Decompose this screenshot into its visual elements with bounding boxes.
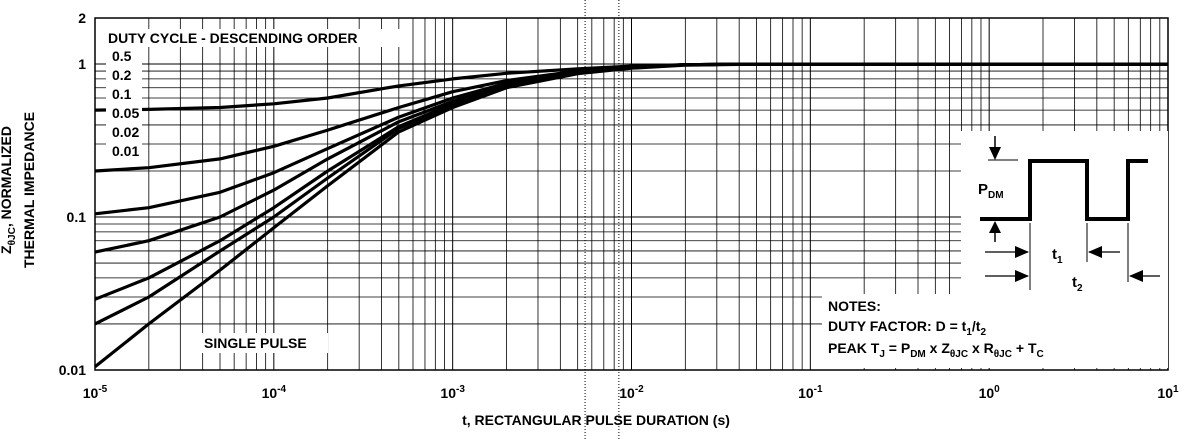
pdm-arrowhead-bottom (989, 221, 1001, 233)
t1-label: t1 (1052, 246, 1063, 266)
tick-labels: 10-5 10-4 10-3 10-2 10-1 100 101 0.01 0.1 1 2 (59, 10, 1179, 401)
notes-title: NOTES: (828, 298, 881, 314)
legend-entry: 0.1 (112, 86, 132, 102)
x-tick-label: 10-1 (798, 384, 823, 401)
pdm-arrowhead-top (989, 147, 1001, 160)
series-lines (94, 62, 1168, 369)
y-axis-label: ZθJC, NORMALIZED THERMAL IMPEDANCE (0, 112, 38, 268)
y-axis-label-line1: ZθJC, NORMALIZED (0, 112, 21, 268)
t1-arrowhead-left (1015, 246, 1029, 258)
dotted-guide-lines (584, 0, 620, 439)
x-tick-label: 10-4 (262, 384, 287, 401)
x-axis-label: t, RECTANGULAR PULSE DURATION (s) (462, 412, 730, 428)
pulse-waveform-inset: PDM t1 t2 (978, 136, 1160, 294)
legend-entry: 0.5 (112, 48, 132, 64)
notes-bg (822, 294, 1168, 368)
notes-peak-tj: PEAK TJ = PDM x ZθJC x RθJC + TC (828, 340, 1044, 360)
x-tick-label: 10-2 (619, 384, 644, 401)
legend-entry: 0.2 (112, 67, 132, 83)
notes-block: NOTES: DUTY FACTOR: D = t1/t2 PEAK TJ = … (828, 298, 1044, 360)
y-axis-label-line2: THERMAL IMPEDANCE (20, 111, 37, 269)
legend-title-bg (103, 29, 408, 47)
y-tick-label: 2 (78, 10, 86, 26)
t2-arrowhead-right (1129, 270, 1143, 282)
legend-entries-bg (106, 48, 142, 162)
y-tick-label: 1 (78, 56, 86, 72)
single-pulse-label: SINGLE PULSE (204, 335, 307, 351)
legend-entry: 0.05 (112, 105, 139, 121)
x-tick-label: 100 (979, 384, 1001, 401)
t2-label: t2 (1072, 274, 1083, 294)
notes-duty-factor: DUTY FACTOR: D = t1/t2 (828, 318, 986, 338)
x-tick-label: 10-3 (440, 384, 465, 401)
y-axis-label-rest: , NORMALIZED (0, 126, 15, 227)
y-axis-label-sub: θJC (6, 227, 18, 246)
legend-entries: 0.5 0.2 0.1 0.05 0.02 0.01 (106, 48, 142, 162)
legend-entry: 0.02 (112, 124, 139, 140)
y-tick-label: 0.1 (67, 209, 87, 225)
pdm-label: PDM (978, 181, 1004, 201)
legend-entry: 0.01 (112, 143, 139, 159)
pulse-waveform (980, 159, 1148, 221)
t2-arrowhead-left (1015, 270, 1029, 282)
t1-arrowhead-right (1088, 246, 1102, 258)
x-tick-label: 101 (1157, 384, 1179, 401)
y-tick-label: 0.01 (59, 362, 86, 378)
legend-title: DUTY CYCLE - DESCENDING ORDER (108, 30, 357, 46)
series-line-6 (94, 62, 1168, 369)
inset-bg (961, 131, 1168, 294)
y-axis-label-z: Z (0, 245, 14, 254)
single-pulse-label-bg (198, 333, 328, 353)
x-tick-label: 10-5 (83, 384, 108, 401)
